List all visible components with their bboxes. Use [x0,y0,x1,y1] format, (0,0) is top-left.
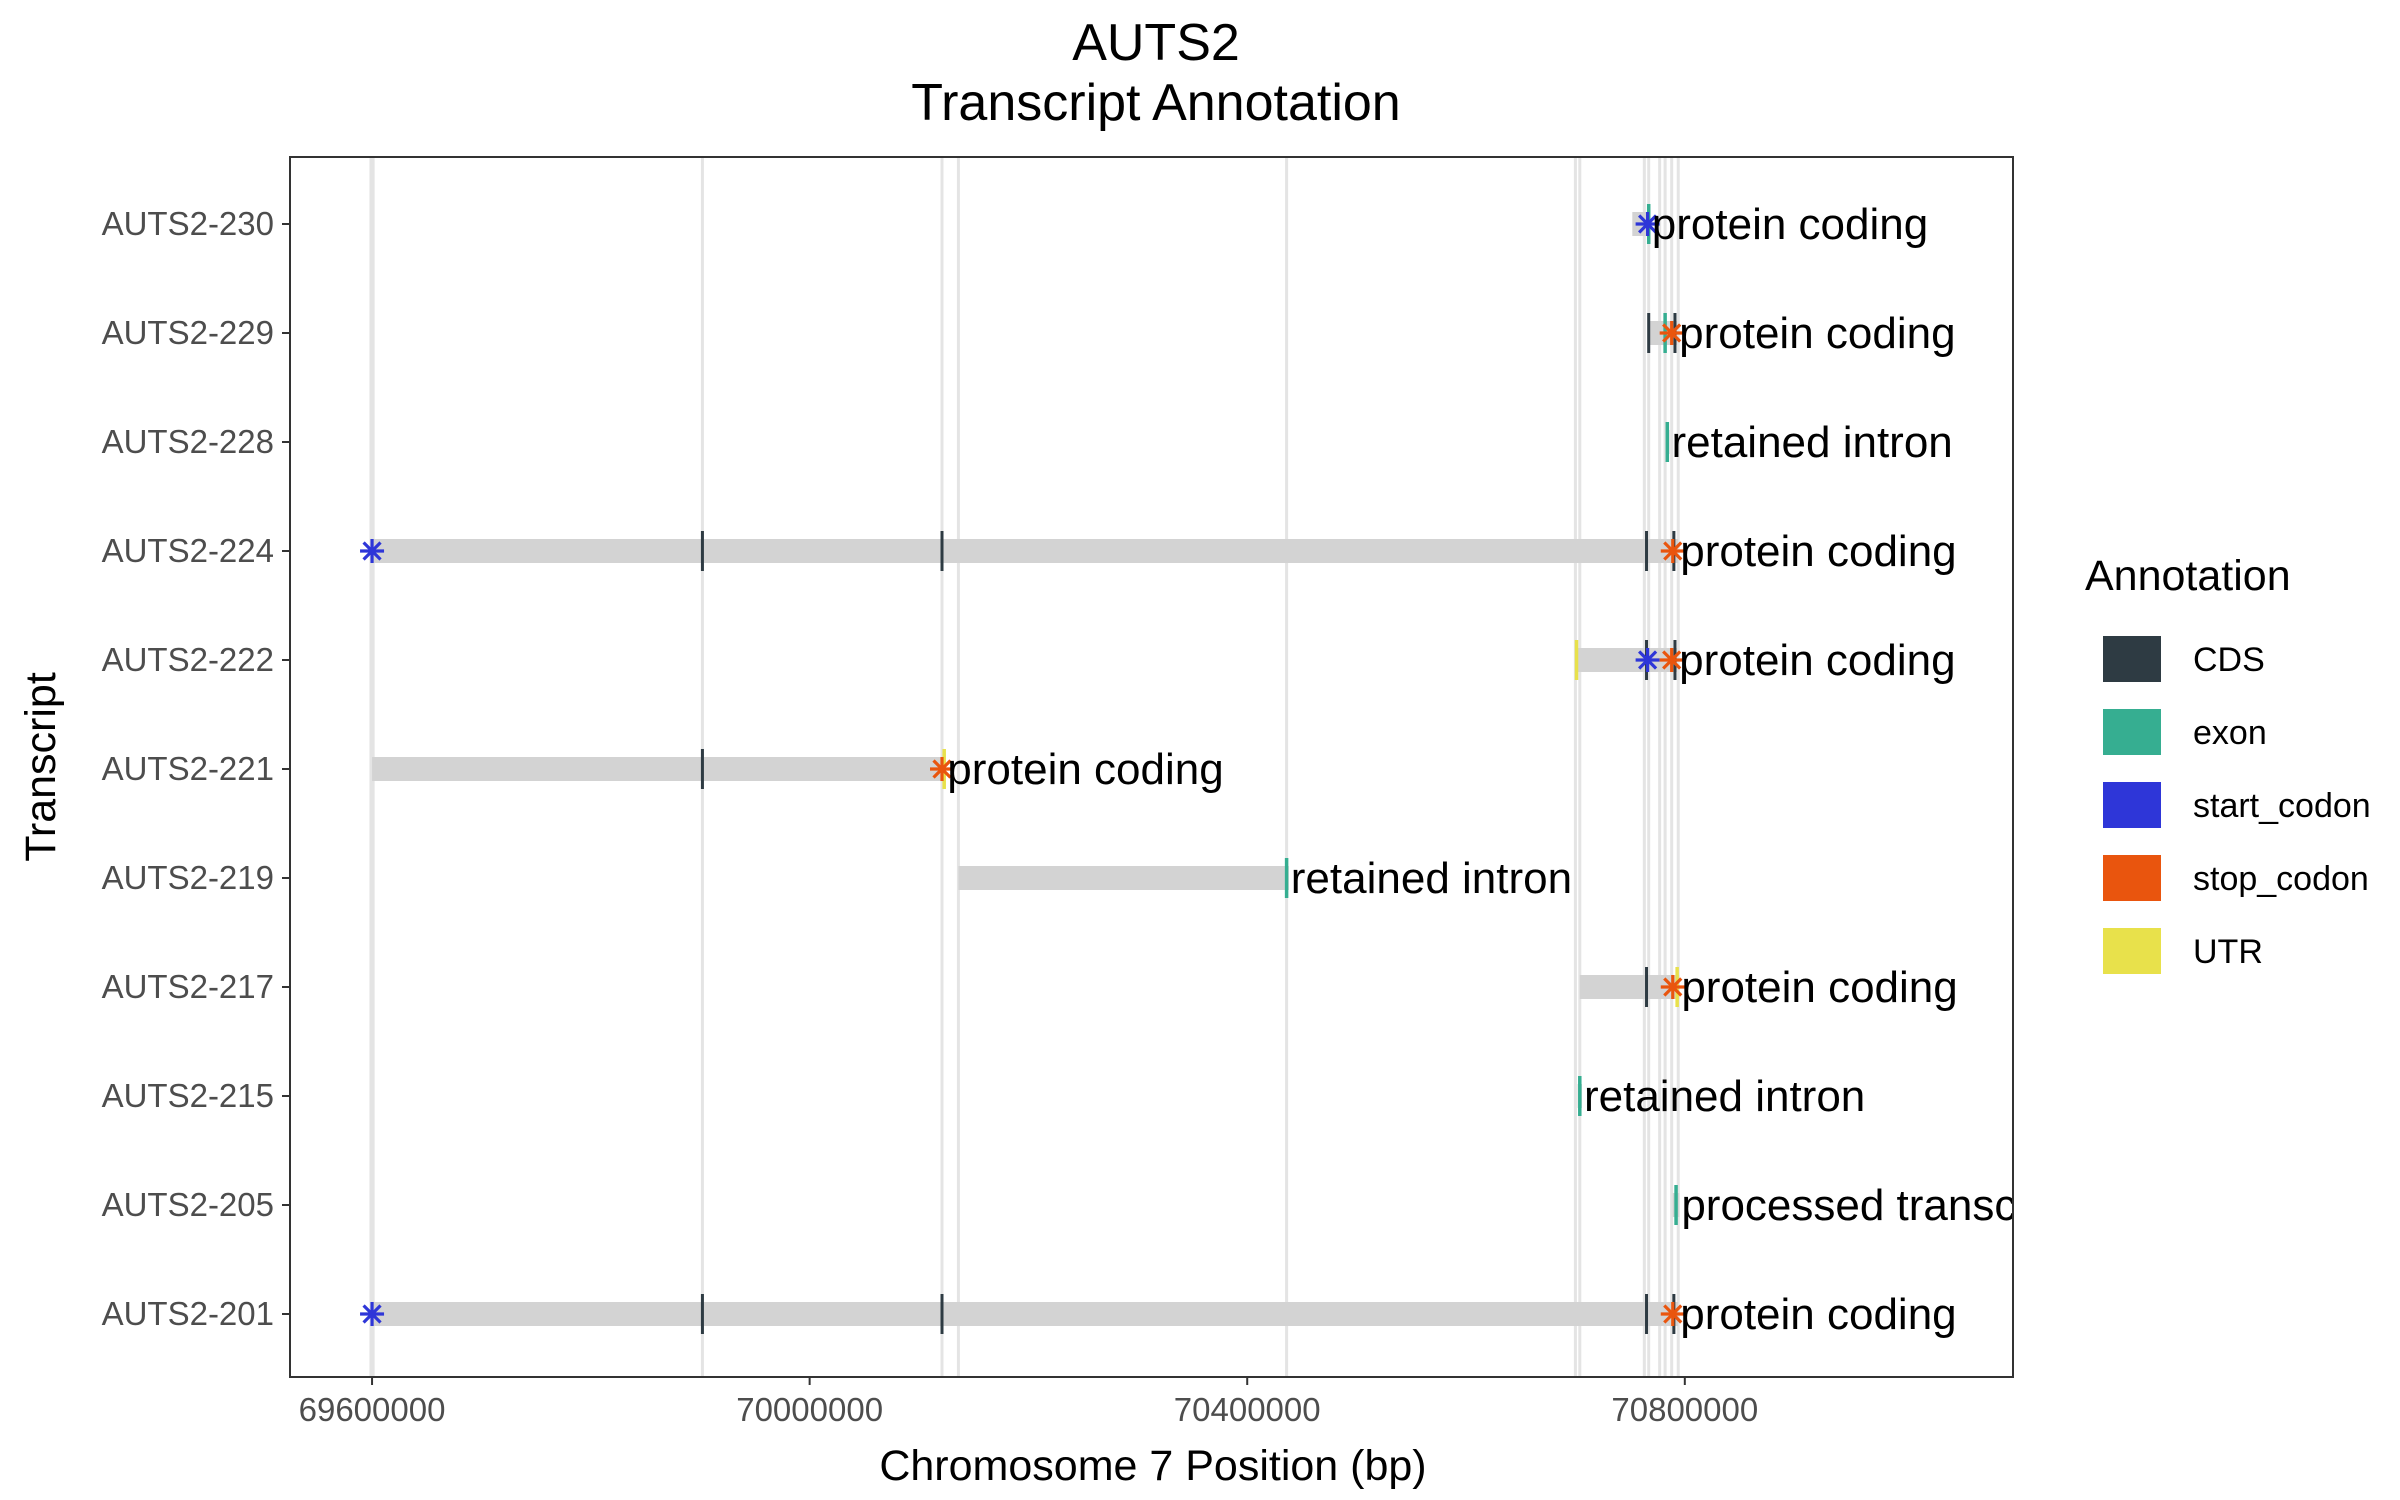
transcript-row: retained intron [958,854,1572,903]
transcript-bar [372,1302,1679,1326]
y-tick-label: AUTS2-229 [102,314,274,351]
biotype-label: protein coding [947,745,1223,794]
transcript-row: processed transcript [1672,1181,2077,1230]
axes: AUTS2-230 AUTS2-229 AUTS2-228 AUTS2-224 AUTS… [102,205,1759,1428]
feature-cds [700,1294,704,1334]
y-tick-label: AUTS2-215 [102,1077,274,1114]
y-tick-label: AUTS2-230 [102,205,274,242]
feature-cds [1647,313,1651,353]
y-tick-label: AUTS2-219 [102,859,274,896]
feature-exon [1284,858,1289,898]
stop-codon-marker [1659,321,1684,345]
legend-label: start_codon [2193,787,2371,825]
biotype-label: retained intron [1671,418,1952,467]
legend-swatch [2103,782,2161,828]
x-tick-label: 70800000 [1611,1391,1758,1428]
legend: Annotation CDS exon start_codon stop_codon U… [2085,552,2371,974]
y-tick-label: AUTS2-221 [102,750,274,787]
legend-item: UTR [2103,928,2263,974]
legend-swatch [2103,636,2161,682]
transcript-bar [958,866,1289,890]
stop-codon-marker [1660,1302,1685,1326]
feature-utr [1574,640,1579,680]
transcript-bar [372,757,946,781]
biotype-label: protein coding [1679,309,1955,358]
feature-cds [700,749,704,789]
y-tick-label: AUTS2-205 [102,1186,274,1223]
start-codon-marker [360,539,385,563]
legend-title: Annotation [2085,552,2291,600]
biotype-label: protein coding [1680,527,1956,576]
start-codon-marker [1635,212,1660,236]
chart-title: AUTS2 [1072,14,1240,72]
y-tick-label: AUTS2-228 [102,423,274,460]
y-tick-label: AUTS2-201 [102,1295,274,1332]
stop-codon-marker [930,757,955,781]
feature-cds [1645,531,1649,571]
legend-label: stop_codon [2193,860,2369,898]
transcript-bar [372,539,1679,563]
start-codon-marker [360,1302,385,1326]
legend-label: UTR [2193,933,2263,971]
feature-exon [1578,1076,1582,1116]
start-codon-marker [1635,648,1660,672]
feature-cds [940,531,944,571]
biotype-label: protein coding [1652,200,1928,249]
transcript-row: protein coding [1574,636,1956,685]
transcript-row: protein coding [1647,309,1956,358]
x-tick-label: 69600000 [299,1391,446,1428]
feature-exon [1674,1185,1678,1225]
plot-panel-border [289,156,2014,1378]
biotype-label: processed transcript [1681,1181,2077,1230]
feature-exon [1665,422,1670,462]
legend-item: start_codon [2103,782,2371,828]
legend-item: CDS [2103,636,2265,682]
transcript-tracks: protein coding protein coding retained int… [360,200,2077,1339]
y-tick-label: AUTS2-224 [102,532,274,569]
transcript-row: protein coding [360,527,1957,576]
transcript-row: protein coding [360,1290,1957,1339]
y-axis-label: Transcript [17,672,65,862]
legend-swatch [2103,928,2161,974]
chart-subtitle: Transcript Annotation [911,74,1400,132]
stop-codon-marker [1659,648,1684,672]
x-tick-label: 70000000 [736,1391,883,1428]
stop-codon-marker [1660,975,1685,999]
transcript-row: protein coding [372,745,1224,794]
biotype-label: retained intron [1291,854,1572,903]
legend-label: exon [2193,714,2267,752]
feature-cds [700,531,704,571]
legend-swatch [2103,709,2161,755]
legend-item: exon [2103,709,2267,755]
legend-swatch [2103,855,2161,901]
legend-label: CDS [2193,641,2265,679]
biotype-label: protein coding [1681,963,1957,1012]
feature-cds [1645,967,1649,1007]
transcript-row: retained intron [1577,1072,1865,1121]
x-axis-label: Chromosome 7 Position (bp) [879,1442,1426,1490]
transcript-row: retained intron [1665,418,1953,467]
feature-cds [1645,1294,1649,1334]
biotype-label: retained intron [1584,1072,1865,1121]
biotype-label: protein coding [1680,1290,1956,1339]
y-tick-label: AUTS2-217 [102,968,274,1005]
feature-cds [940,1294,944,1334]
y-tick-label: AUTS2-222 [102,641,274,678]
transcript-row: protein coding [1579,963,1958,1012]
transcript-row: protein coding [1632,200,1928,249]
legend-item: stop_codon [2103,855,2369,901]
x-tick-label: 70400000 [1174,1391,1321,1428]
biotype-label: protein coding [1679,636,1955,685]
stop-codon-marker [1660,539,1685,563]
